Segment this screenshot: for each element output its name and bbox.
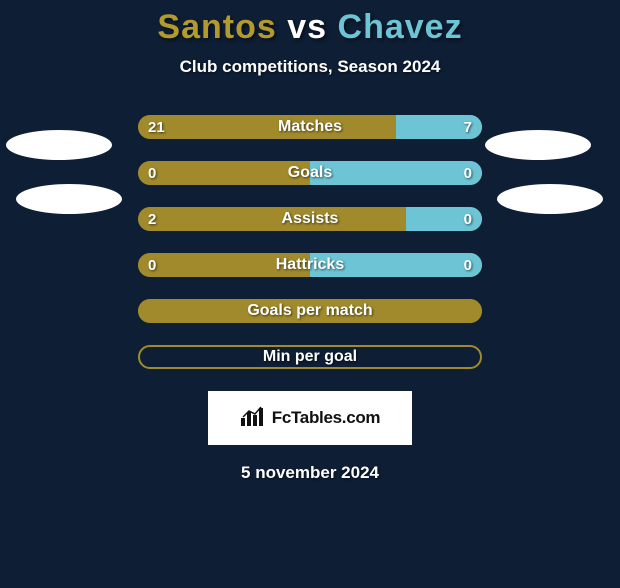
bar-left	[138, 299, 482, 323]
bar-group: Hattricks00	[138, 253, 482, 277]
date-line: 5 november 2024	[0, 463, 620, 483]
title: Santos vs Chavez	[0, 8, 620, 47]
bar-right	[406, 207, 482, 231]
logo-box: FcTables.com	[208, 391, 412, 445]
avatar-placeholder	[6, 130, 112, 160]
bar-group: Goals00	[138, 161, 482, 185]
avatar-placeholder	[16, 184, 122, 214]
bar-right	[310, 253, 482, 277]
stat-label: Min per goal	[140, 347, 480, 367]
bar-left	[138, 115, 396, 139]
avatar-placeholder	[497, 184, 603, 214]
title-player1: Santos	[157, 8, 276, 46]
bar-left	[138, 161, 310, 185]
bar-left	[138, 253, 310, 277]
bar-right	[310, 161, 482, 185]
bar-group: Matches217	[138, 115, 482, 139]
stat-row: Hattricks00	[0, 253, 620, 277]
bar-group: Goals per match	[138, 299, 482, 323]
bar-right	[396, 115, 482, 139]
stat-row: Goals per match	[0, 299, 620, 323]
bar-left	[138, 207, 406, 231]
avatar-placeholder	[485, 130, 591, 160]
title-vs: vs	[287, 8, 327, 46]
logo-text: FcTables.com	[272, 408, 381, 428]
stat-row: Goals00	[0, 161, 620, 185]
bar-group: Assists20	[138, 207, 482, 231]
bar-group: Min per goal	[138, 345, 482, 369]
stat-row: Min per goal	[0, 345, 620, 369]
bars-icon	[240, 406, 266, 431]
subtitle: Club competitions, Season 2024	[0, 57, 620, 77]
title-player2: Chavez	[338, 8, 463, 46]
